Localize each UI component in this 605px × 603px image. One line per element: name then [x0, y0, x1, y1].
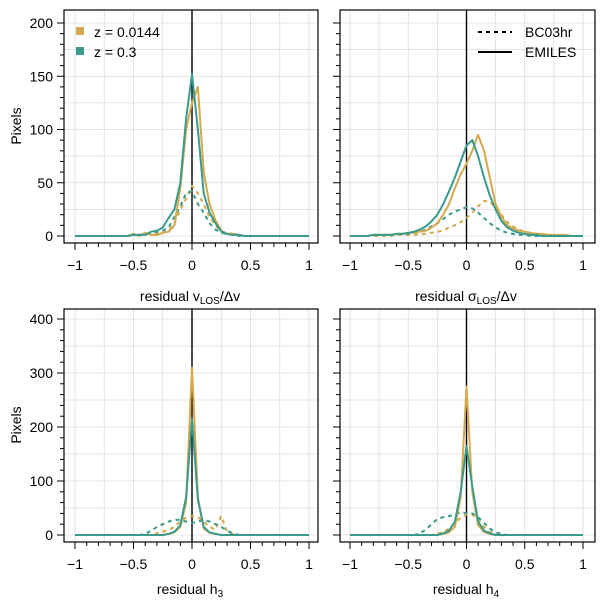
x-tick-label: 0 — [463, 257, 471, 273]
legend-label-z03: z = 0.3 — [94, 44, 137, 60]
y-tick-label: 200 — [30, 419, 54, 435]
legend: z = 0.0144 z = 0.3 — [76, 24, 160, 60]
y-tick-label: 150 — [30, 68, 54, 84]
series-z-0-3-emiles — [350, 139, 583, 237]
y-tick-label: 100 — [30, 122, 54, 138]
ylabel: Pixels — [8, 406, 24, 443]
x-tick-label: −1 — [342, 556, 358, 572]
x-tick-label: −1 — [67, 556, 83, 572]
x-tick-label: 0 — [463, 556, 471, 572]
x-tick-label: −0.5 — [120, 556, 148, 572]
panel-frame — [339, 308, 596, 543]
y-tick-label: 200 — [30, 15, 54, 31]
legend-label-bc03hr: BC03hr — [525, 24, 573, 40]
x-tick-label: 0.5 — [241, 556, 261, 572]
x-tick-label: −1 — [342, 257, 358, 273]
y-tick-label: 400 — [30, 311, 54, 327]
xlabel: residual vLOS/Δv — [140, 288, 240, 307]
series-z-0-3-emiles — [75, 417, 309, 536]
series-z-0-3-emiles — [75, 73, 309, 237]
legend-swatch-z03 — [76, 47, 84, 55]
panel-frame — [339, 9, 596, 244]
xlabel: residual h3 — [157, 581, 224, 600]
x-tick-label: 0 — [188, 556, 196, 572]
x-tick-label: −0.5 — [394, 556, 422, 572]
x-tick-label: 1 — [579, 556, 587, 572]
y-tick-label: 0 — [45, 228, 53, 244]
legend: BC03hr EMILES — [478, 24, 576, 60]
x-tick-label: 0.5 — [515, 556, 535, 572]
x-tick-label: 0.5 — [241, 257, 261, 273]
x-tick-label: 1 — [305, 556, 313, 572]
x-tick-label: 0 — [188, 257, 196, 273]
panel-frame — [63, 9, 319, 244]
y-tick-label: 100 — [30, 473, 54, 489]
y-tick-label: 300 — [30, 365, 54, 381]
ylabel: Pixels — [8, 107, 24, 144]
panel-top-right: −1 −0.5 0 0.5 1 residual σLOS/Δv BC03hr EMIL… — [333, 9, 596, 307]
legend-label-z0144: z = 0.0144 — [94, 24, 160, 40]
series-z-0-3-emiles — [350, 444, 583, 536]
x-tick-label: −1 — [67, 257, 83, 273]
xlabel: residual σLOS/Δv — [415, 288, 517, 307]
xlabel: residual h4 — [433, 581, 500, 600]
x-tick-label: −0.5 — [394, 257, 422, 273]
x-tick-label: 0.5 — [515, 257, 535, 273]
legend-swatch-z0144 — [76, 27, 84, 35]
panel-bottom-right: −1 −0.5 0 0.5 1 residual h4 — [333, 308, 596, 600]
series-z-0-3-bc03hr — [350, 511, 583, 536]
x-tick-label: 1 — [579, 257, 587, 273]
x-tick-label: −0.5 — [120, 257, 148, 273]
panel-frame — [63, 308, 319, 543]
y-tick-label: 50 — [37, 175, 53, 191]
panel-top-left: −1 −0.5 0 0.5 1 0 50 100 150 200 residual vLOS/Δv… — [8, 9, 319, 307]
x-tick-label: 1 — [305, 257, 313, 273]
y-tick-label: 0 — [45, 527, 53, 543]
panel-bottom-left: −1 −0.5 0 0.5 1 0 100 200 300 400 residual h3 Pix… — [8, 308, 319, 600]
legend-label-emiles: EMILES — [525, 44, 576, 60]
